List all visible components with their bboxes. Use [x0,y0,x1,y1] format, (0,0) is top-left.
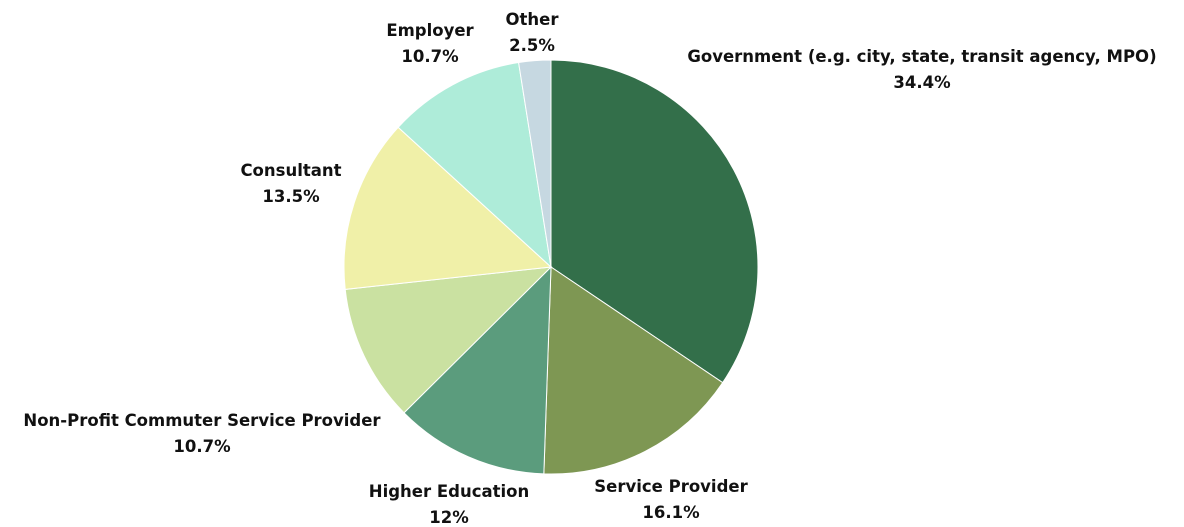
slice-value-label-5: 10.7% [401,47,459,66]
slice-value-label-2: 12% [429,508,469,527]
slice-label-6: Other [506,10,560,29]
slice-label-2: Higher Education [369,482,529,501]
slice-label-4: Consultant [240,161,341,180]
slice-label-5: Employer [386,21,474,40]
pie-slice-2 [403,265,552,475]
pie-slice-4 [343,126,553,290]
slice-value-label-0: 34.4% [893,73,951,92]
pie-slice-1 [543,266,724,475]
pie-slices [343,59,759,475]
slice-label-0: Government (e.g. city, state, transit ag… [687,47,1156,66]
slice-value-label-4: 13.5% [262,187,320,206]
slice-value-label-3: 10.7% [173,437,231,456]
slice-value-label-6: 2.5% [509,36,555,55]
slice-value-label-1: 16.1% [642,503,700,522]
pie-labels: Government (e.g. city, state, transit ag… [23,10,1156,527]
pie-slice-6 [518,59,552,268]
slice-label-1: Service Provider [594,477,748,496]
slice-label-3: Non-Profit Commuter Service Provider [23,411,381,430]
pie-slice-0 [550,59,759,384]
pie-slice-3 [344,266,553,414]
pie-slice-5 [397,61,552,269]
